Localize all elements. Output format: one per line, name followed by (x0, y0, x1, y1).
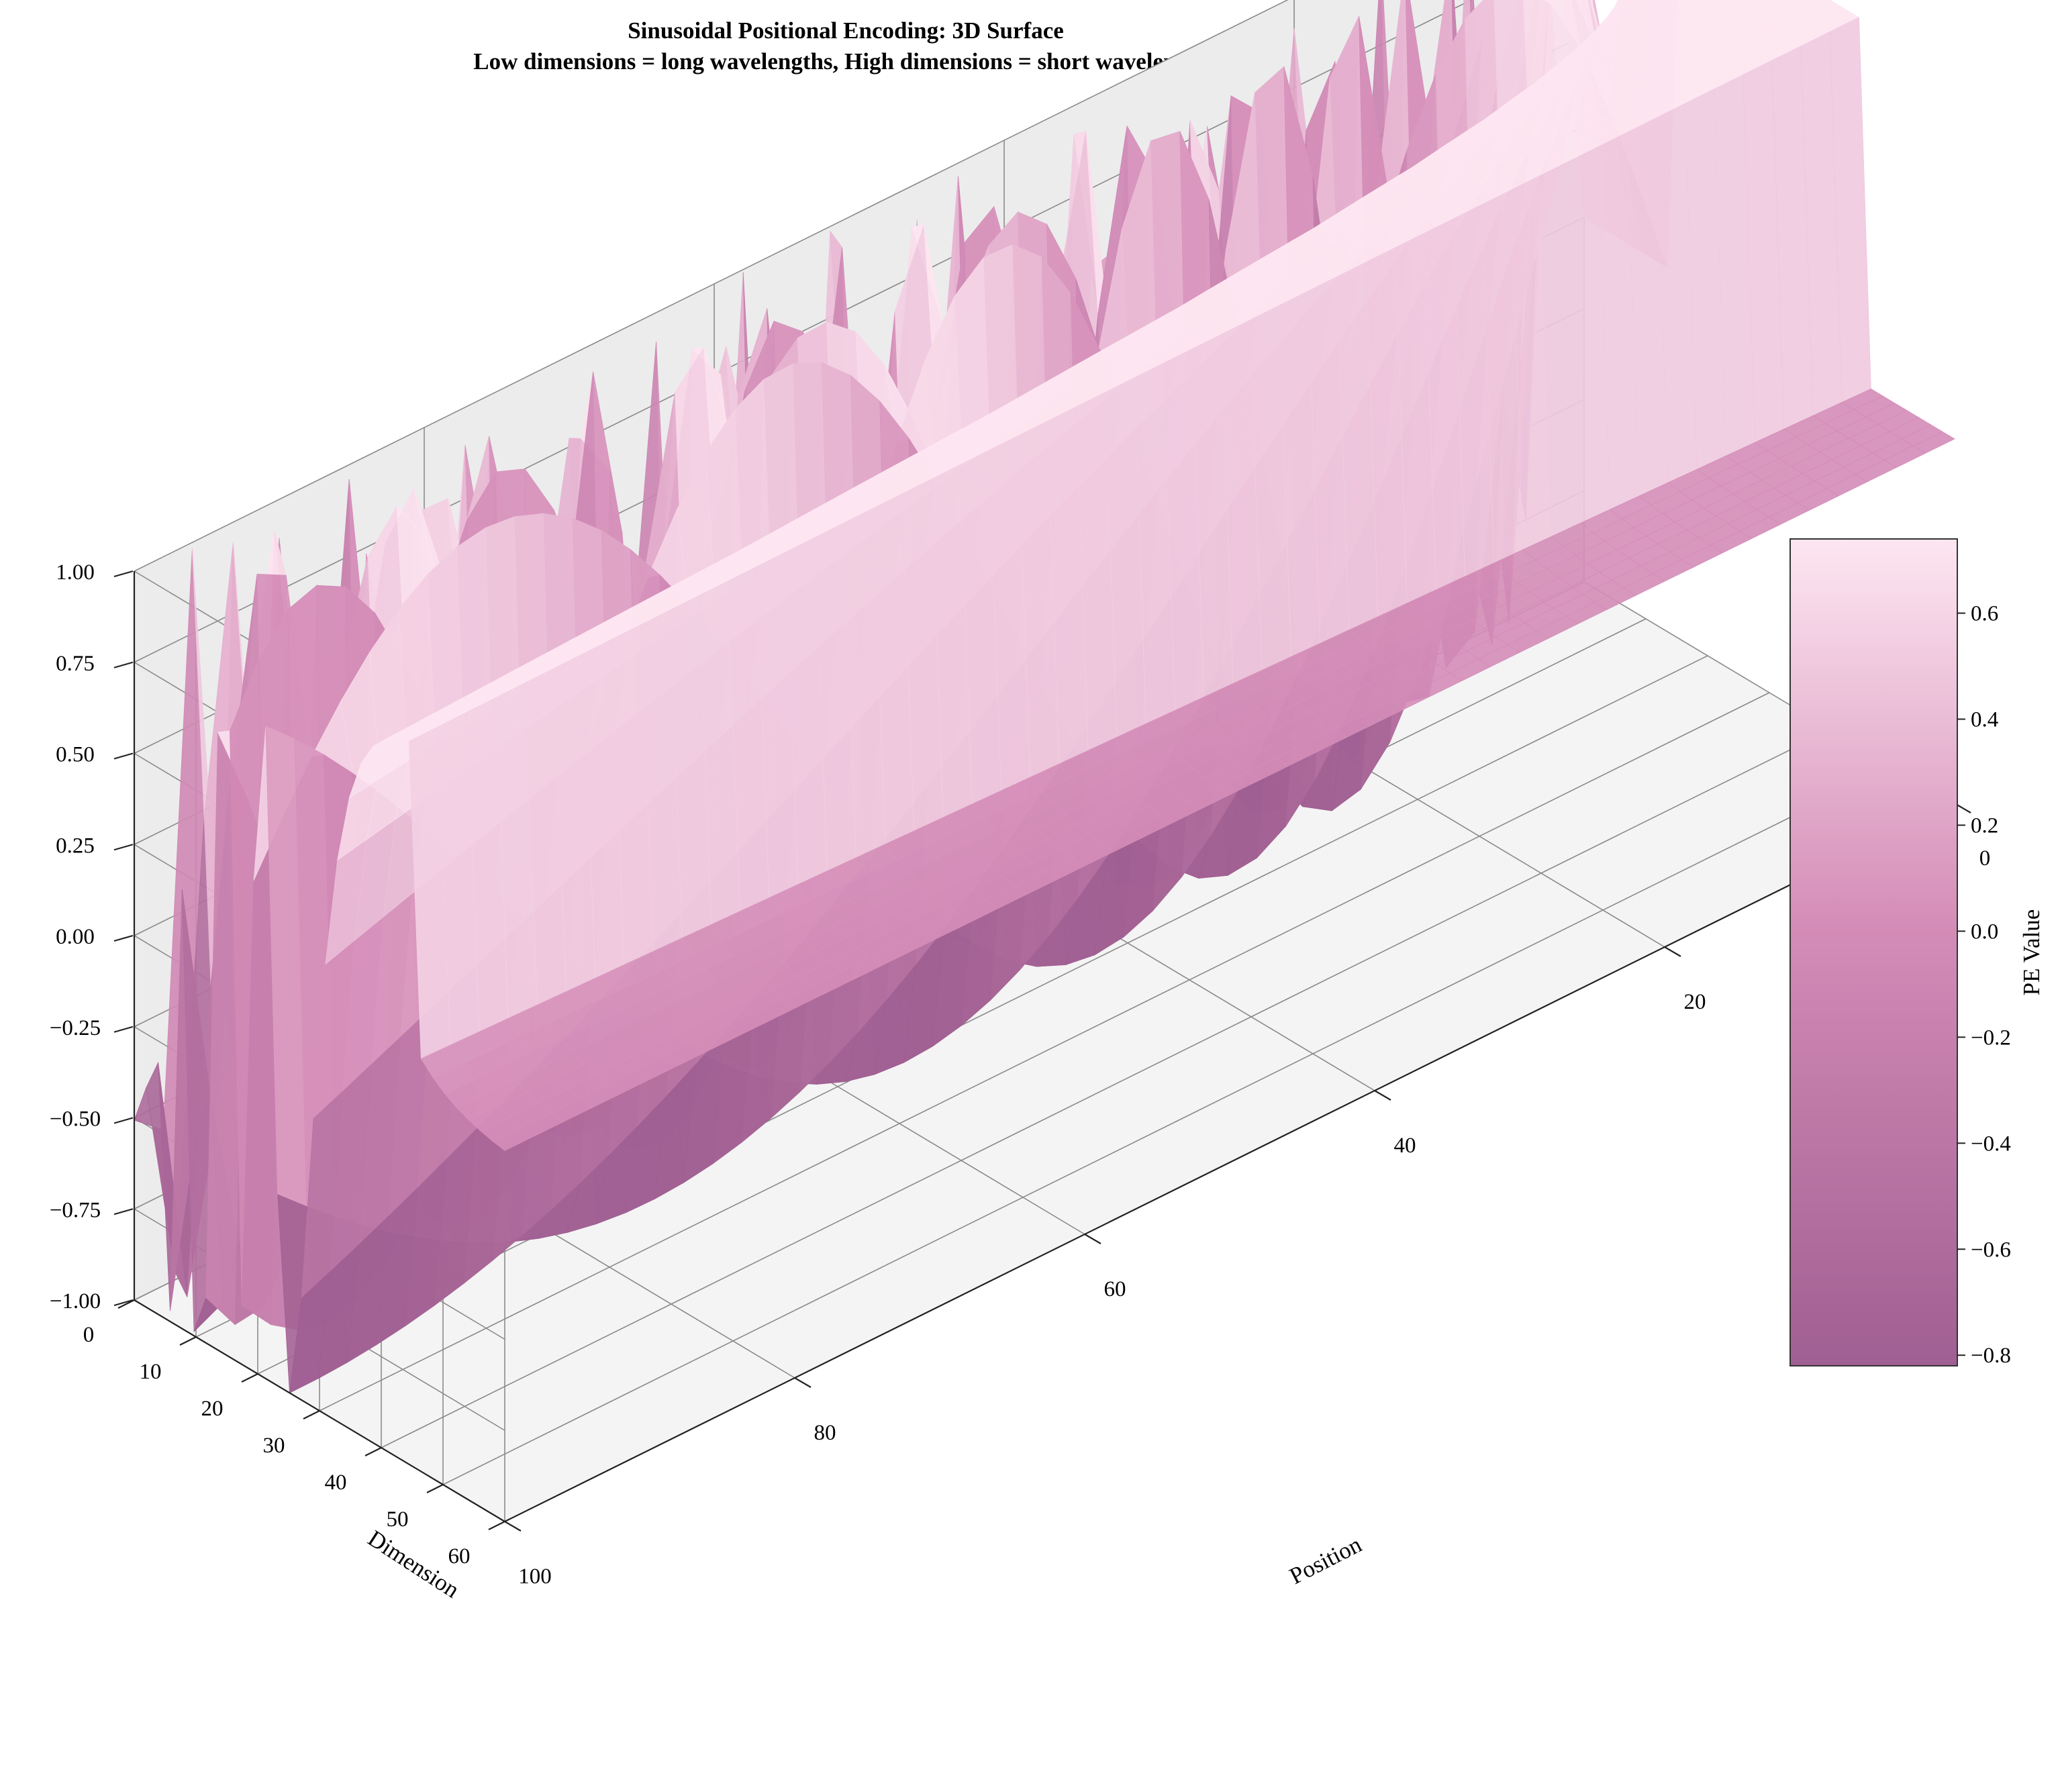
z-tick-label: 0.25 (56, 834, 95, 858)
z-tick (113, 1299, 134, 1307)
z-tick (113, 661, 134, 668)
z-tick (113, 1117, 134, 1124)
y-tick (303, 1410, 320, 1420)
colorbar-label: PE Value (2018, 909, 2045, 996)
y-tick (179, 1336, 197, 1346)
chart-title: Sinusoidal Positional Encoding: 3D Surfa… (628, 17, 1064, 44)
x-tick (504, 1521, 522, 1532)
z-tick-label: 0.00 (56, 925, 95, 949)
x-tick-label: 80 (814, 1421, 836, 1445)
z-tick-label: 0.50 (56, 743, 95, 767)
x-tick-label: 60 (1104, 1277, 1126, 1301)
floor-gridline (442, 766, 1894, 1485)
colorbar-tick-label: 0.6 (1971, 602, 1998, 626)
z-tick (113, 844, 134, 851)
y-tick (426, 1484, 444, 1493)
z-tick-label: 0.75 (56, 652, 95, 676)
x-tick (1374, 1090, 1391, 1101)
z-tick-label: −0.75 (50, 1198, 101, 1222)
x-axis-label: Position (1285, 1531, 1366, 1589)
surface-mesh (134, 0, 1955, 1393)
z-tick (113, 752, 134, 760)
colorbar-tick-label: −0.2 (1971, 1026, 2011, 1050)
colorbar-gradient (1789, 538, 1958, 1366)
z-tick (113, 570, 134, 578)
z-tick-label: −0.50 (50, 1107, 101, 1132)
chart-subtitle: Low dimensions = long wavelengths, High … (473, 48, 1218, 74)
y-tick-label: 10 (140, 1360, 162, 1384)
surface-facet (1913, 431, 1955, 454)
z-tick-label: −0.25 (50, 1016, 101, 1040)
z-tick (113, 1026, 134, 1033)
z-tick-label: −1.00 (50, 1289, 101, 1313)
y-tick-label: 0 (83, 1323, 95, 1347)
x-tick-label: 0 (1979, 846, 1991, 870)
z-tick (113, 1208, 134, 1215)
surface-facet (1616, 0, 1623, 5)
y-tick (364, 1447, 382, 1456)
floor-gridline (319, 692, 1770, 1411)
x-tick (1084, 1234, 1101, 1244)
z-tick-label: 1.00 (56, 560, 95, 585)
x-tick-label: 100 (518, 1564, 552, 1589)
y-tick-label: 20 (201, 1397, 224, 1421)
colorbar-tick-label: −0.6 (1971, 1238, 2011, 1262)
colorbar-tick-label: −0.4 (1971, 1132, 2011, 1156)
colorbar-tick-label: 0.4 (1971, 708, 1998, 732)
surface-facet (1543, 0, 1553, 7)
y-tick-label: 30 (263, 1434, 285, 1458)
z-tick (113, 934, 134, 942)
y-tick (117, 1299, 135, 1309)
x-tick-label: 40 (1394, 1134, 1416, 1158)
wall-gridline (134, 0, 1289, 572)
y-tick (241, 1373, 258, 1383)
colorbar-tick-label: 0.2 (1971, 813, 1998, 838)
y-tick-label: 40 (325, 1471, 347, 1495)
x-tick-label: 20 (1684, 990, 1706, 1014)
axes: 1.00 0.75 0.50 0.25 0.00 −0.25 −0.50 −0.75 −1.00… (50, 560, 1990, 1589)
colorbar: 0.6 0.4 0.2 0.0 −0.2 −0.4 −0.6 −0.8 PE Value (1789, 538, 2045, 1368)
floor-gridline (381, 729, 1832, 1448)
colorbar-tick-label: 0.0 (1971, 919, 1998, 944)
colorbar-tick-label: −0.8 (1971, 1344, 2011, 1368)
x-tick (1664, 946, 1681, 957)
x-axis-line (504, 803, 1955, 1522)
y-tick-label: 60 (448, 1544, 471, 1569)
y-tick-label: 50 (387, 1507, 409, 1532)
x-tick (794, 1377, 812, 1388)
y-tick (488, 1521, 505, 1530)
colorbar-ticks: 0.6 0.4 0.2 0.0 −0.2 −0.4 −0.6 −0.8 (1957, 602, 2011, 1368)
